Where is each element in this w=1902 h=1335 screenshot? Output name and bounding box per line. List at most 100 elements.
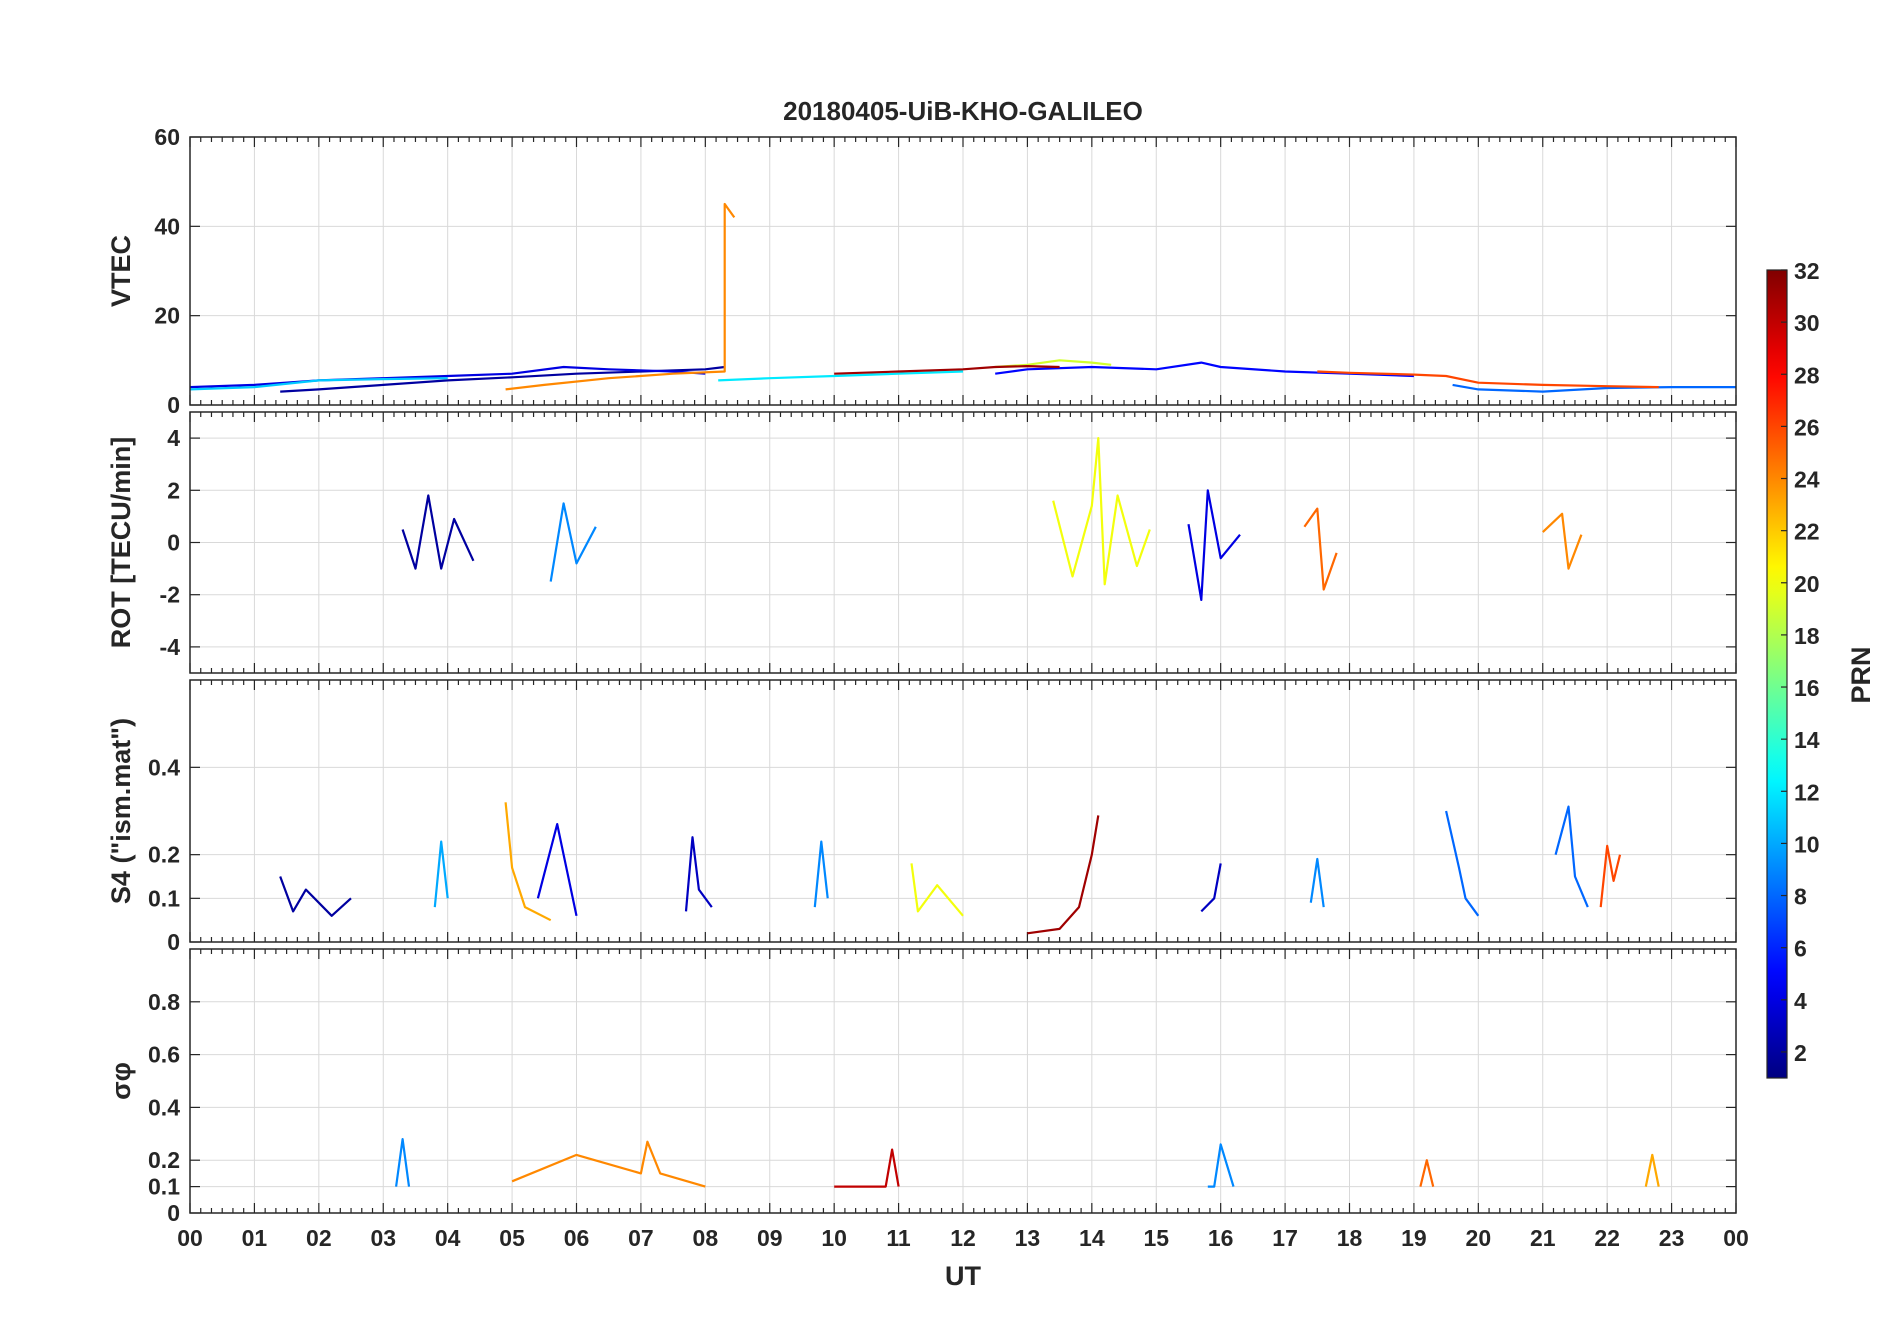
series-prn-3	[684, 836, 713, 912]
x-tick-label: 08	[693, 1225, 719, 1251]
x-tick-label: 23	[1659, 1225, 1685, 1251]
y-axis-label: σφ	[106, 1062, 136, 1100]
y-tick-label: 2	[167, 477, 180, 503]
series-prn-4	[536, 822, 578, 917]
series-prn-9	[549, 502, 597, 582]
x-tick-label: 00	[177, 1225, 203, 1251]
y-tick-label: 0.8	[148, 989, 180, 1015]
x-tick-label: 21	[1530, 1225, 1556, 1251]
x-tick-label: 04	[435, 1225, 461, 1251]
x-tick-label: 03	[370, 1225, 396, 1251]
series-prn-5	[995, 361, 1414, 378]
x-tick-label: 15	[1143, 1225, 1169, 1251]
colorbar-tick-label: 14	[1794, 727, 1820, 753]
series-prn-26	[1317, 370, 1659, 389]
x-tick-label: 12	[950, 1225, 976, 1251]
y-tick-label: 0.2	[148, 1147, 180, 1173]
x-tick-label: 07	[628, 1225, 654, 1251]
colorbar-tick-label: 8	[1794, 884, 1807, 910]
series-prn-26	[1599, 844, 1622, 908]
series-prn-12	[718, 370, 964, 382]
series-prn-2	[401, 494, 475, 570]
series-prn-30	[834, 1148, 900, 1188]
y-axis-label: ROT [TECU/min]	[106, 437, 136, 648]
chart-title: 20180405-UiB-KHO-GALILEO	[783, 96, 1143, 126]
y-tick-label: -2	[160, 582, 180, 608]
colorbar-tick-label: 6	[1794, 936, 1807, 962]
colorbar-tick-label: 2	[1794, 1040, 1807, 1066]
series-prn-31	[1027, 815, 1100, 935]
colorbar-tick-label: 20	[1794, 571, 1820, 597]
y-tick-label: -4	[160, 634, 181, 660]
series-prn-9	[1309, 857, 1325, 908]
x-tick-label: 06	[564, 1225, 590, 1251]
panel-vtec-series	[190, 202, 1736, 393]
y-tick-label: 40	[154, 213, 180, 239]
colorbar-tick-label: 12	[1794, 779, 1820, 805]
x-tick-label: 10	[821, 1225, 847, 1251]
colorbar-gradient	[1766, 269, 1788, 1079]
colorbar-tick-label: 4	[1794, 988, 1807, 1014]
colorbar-tick-label: 32	[1794, 258, 1820, 284]
panel-frame	[189, 679, 1737, 943]
series-prn-8	[1445, 810, 1480, 917]
series-prn-25	[1303, 507, 1338, 591]
series-prn-3	[1200, 863, 1222, 913]
colorbar-tick-label: 26	[1794, 414, 1820, 440]
y-tick-label: 0.4	[148, 754, 180, 780]
colorbar-tick-label: 18	[1794, 623, 1820, 649]
x-tick-label: 22	[1594, 1225, 1620, 1251]
x-tick-label: 13	[1015, 1225, 1041, 1251]
x-tick-label: 14	[1079, 1225, 1105, 1251]
colorbar-tick-label: 10	[1794, 831, 1820, 857]
colorbar-tick-label: 30	[1794, 310, 1820, 336]
panel-vtec: 0 20 40 60 VTEC	[106, 124, 1737, 418]
x-tick-label: 09	[757, 1225, 783, 1251]
series-prn-25	[1419, 1159, 1435, 1187]
series-prn-20	[910, 863, 964, 917]
y-tick-label: 0	[167, 1200, 180, 1226]
y-axis-label: VTEC	[106, 235, 136, 307]
series-prn-9	[1207, 1143, 1235, 1188]
colorbar-tick-label: 28	[1794, 362, 1820, 388]
x-tick-label: 19	[1401, 1225, 1427, 1251]
series-prn-4	[1187, 489, 1241, 602]
y-tick-label: 0.1	[148, 885, 180, 911]
series-prn-23	[504, 802, 552, 922]
y-tick-label: 0	[167, 530, 180, 556]
series-prn-24	[1542, 512, 1583, 570]
y-tick-label: 0.4	[148, 1094, 180, 1120]
series-prn-11	[190, 377, 448, 391]
panel-s4-series	[279, 802, 1622, 935]
panel-frame	[189, 411, 1737, 674]
y-tick-label: 4	[167, 425, 180, 451]
x-tick-label: 11	[886, 1225, 911, 1251]
series-prn-10	[433, 840, 449, 908]
series-prn-9	[813, 840, 829, 908]
series-prn-31	[834, 365, 1060, 375]
y-axis-label: S4 ("ism.mat")	[106, 718, 136, 904]
y-tick-label: 60	[154, 124, 180, 150]
y-tick-label: 0.6	[148, 1042, 180, 1068]
y-tick-label: 0	[167, 929, 180, 955]
x-tick-label: 05	[499, 1225, 525, 1251]
x-tick-label: 01	[242, 1225, 268, 1251]
panel-sigma-phi: 00.10.2 0.4 0.6 0.8 σφ	[106, 948, 1737, 1226]
colorbar-tick-label: 24	[1794, 467, 1820, 493]
series-prn-9	[395, 1137, 411, 1187]
panel-rot-series	[401, 437, 1583, 602]
x-tick-label: 18	[1337, 1225, 1363, 1251]
series-prn-8	[1554, 805, 1589, 908]
x-tick-label: 00	[1723, 1225, 1749, 1251]
x-tick-label: 16	[1208, 1225, 1234, 1251]
y-tick-label: 20	[154, 303, 180, 329]
y-tick-label: 0.2	[148, 842, 180, 868]
x-axis-label: UT	[945, 1261, 981, 1291]
x-tick-label: 02	[306, 1225, 332, 1251]
panel-sigma-phi-series	[395, 1137, 1660, 1188]
y-tick-label: 0.1	[148, 1174, 180, 1200]
colorbar-label: PRN	[1846, 646, 1876, 703]
